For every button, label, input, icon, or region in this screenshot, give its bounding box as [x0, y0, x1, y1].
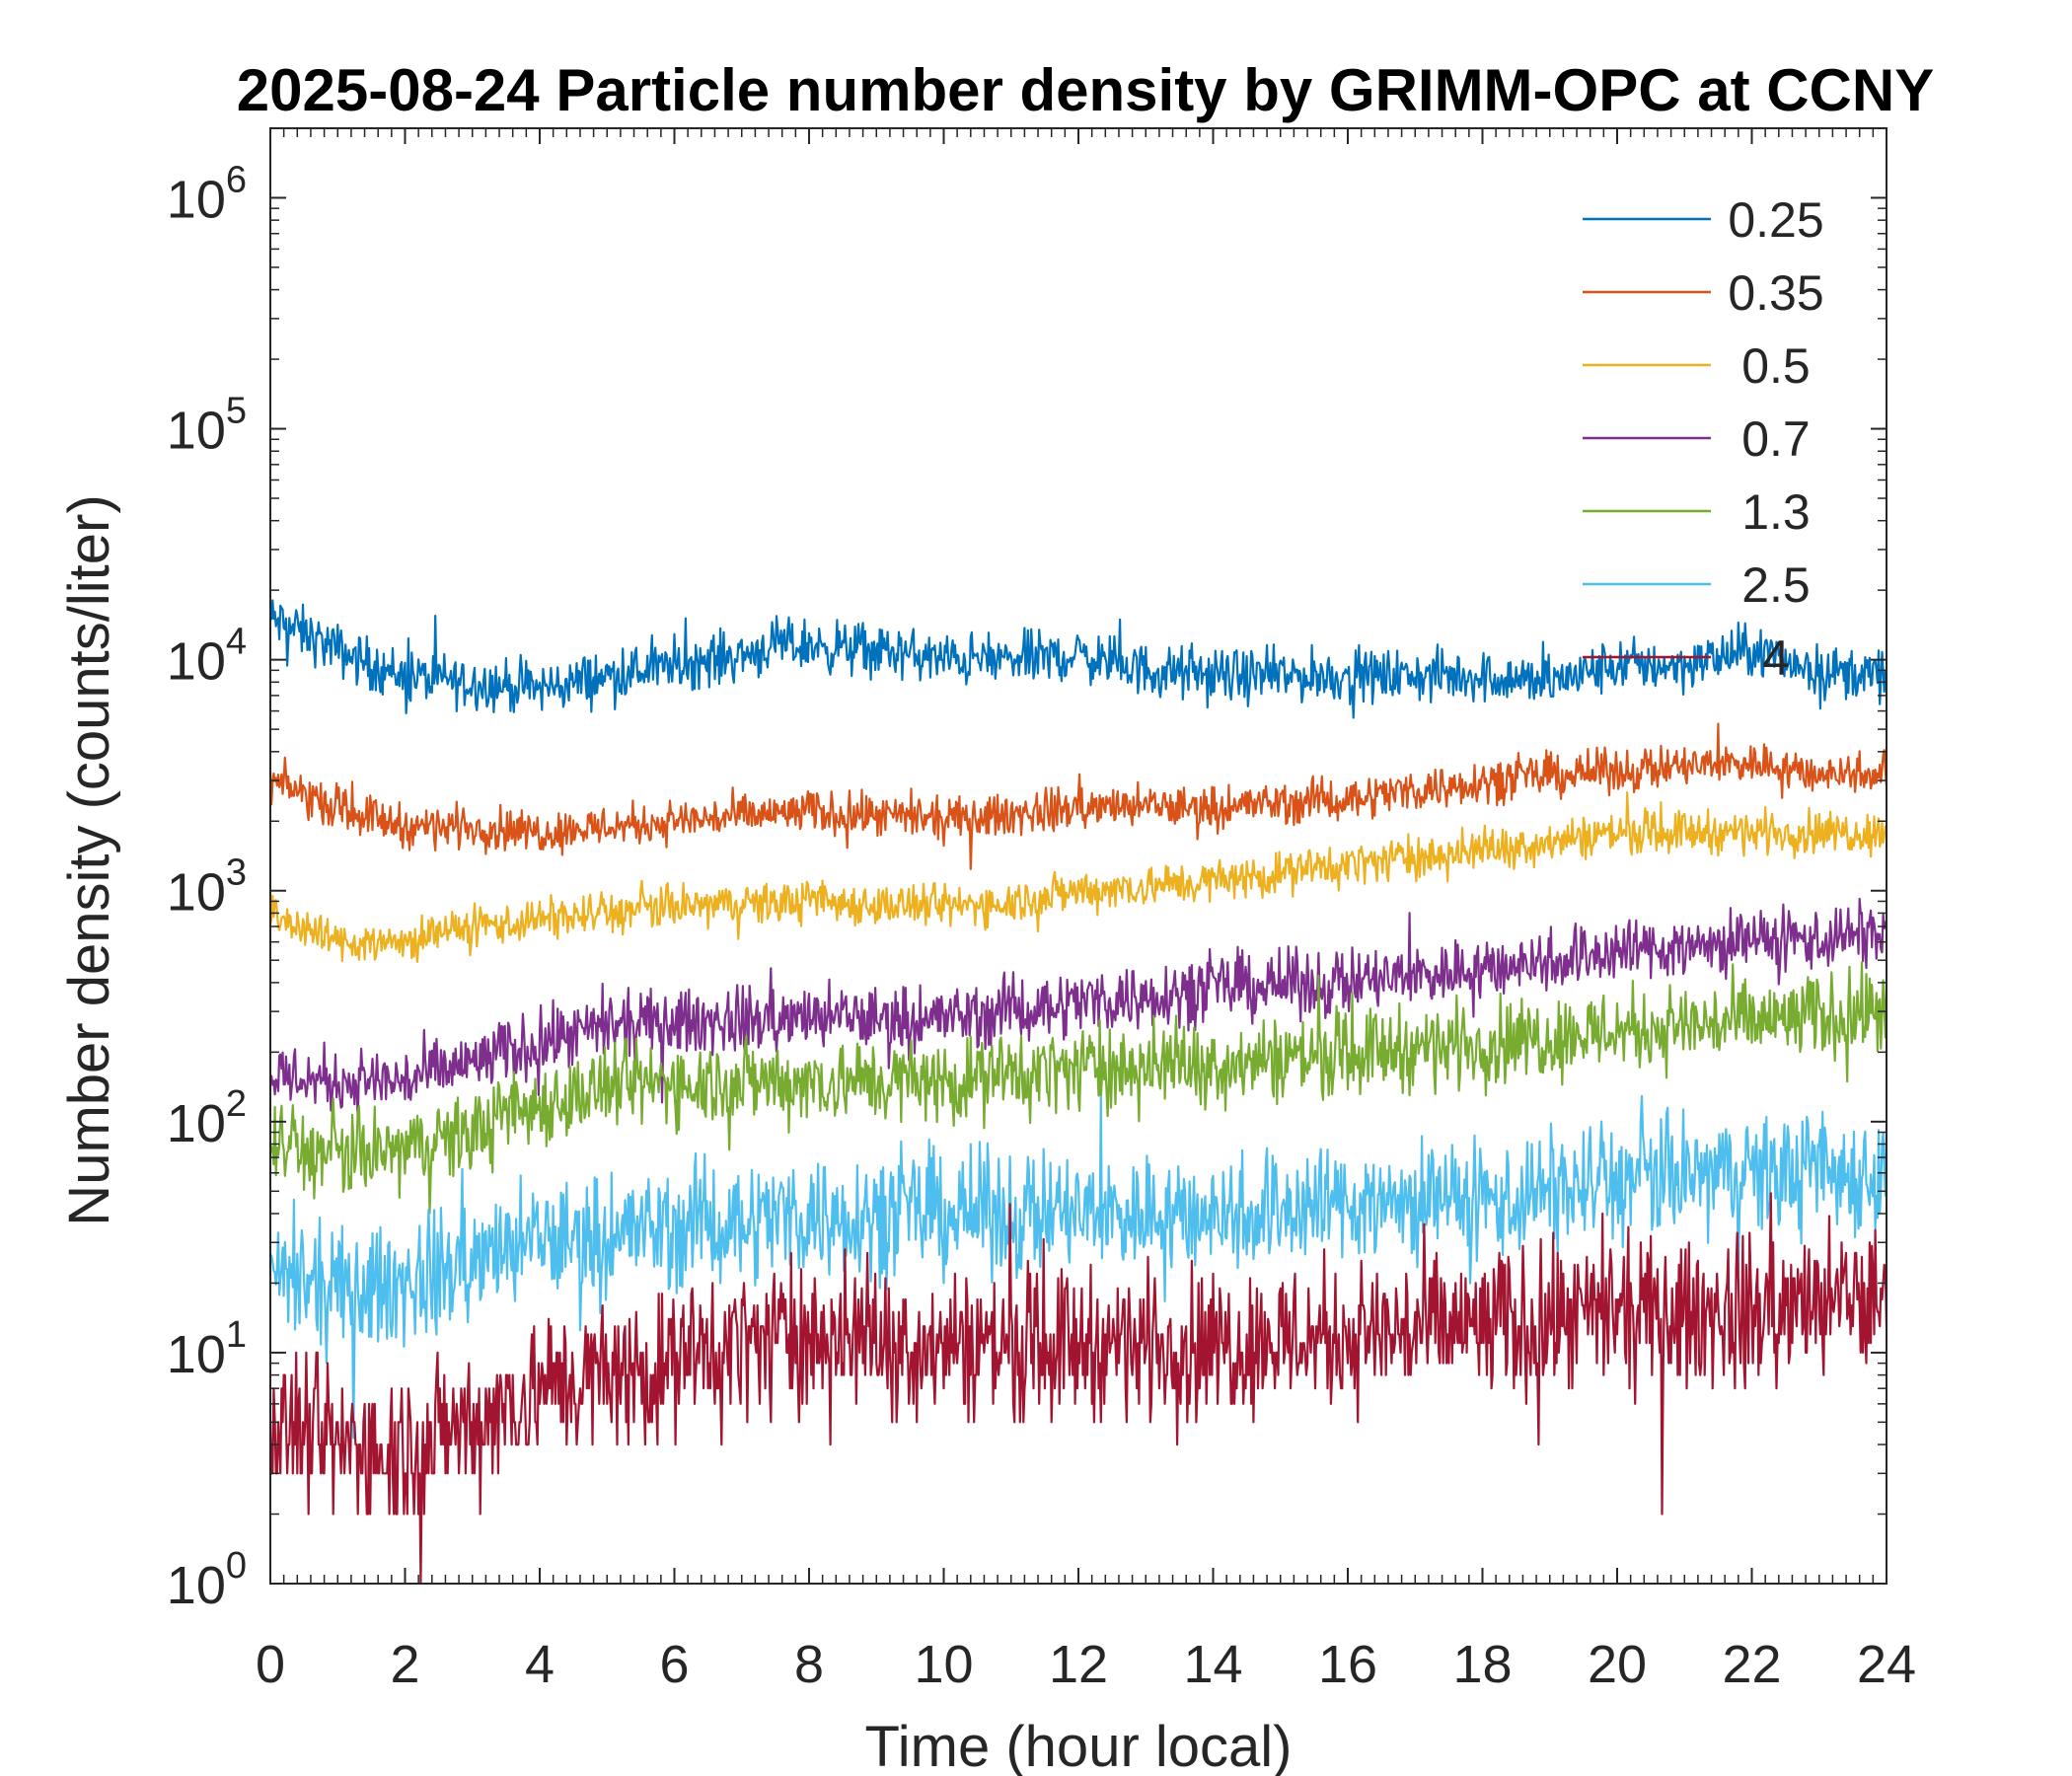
series-line-4 [270, 1192, 1887, 1584]
series-line-2.5 [270, 1094, 1887, 1440]
x-tick-label: 10 [914, 1635, 973, 1694]
series-line-0.25 [270, 599, 1887, 719]
plot-frame [269, 127, 1887, 1585]
legend-label: 1.3 [1741, 484, 1811, 540]
x-tick-labels: 0 2 4 6 8 10 12 14 16 18 20 22 24 [256, 1635, 1916, 1694]
y-tick-label: 105 [167, 391, 247, 461]
x-tick-label: 14 [1183, 1635, 1242, 1694]
y-tick-label: 106 [167, 159, 247, 229]
legend-label: 0.5 [1741, 338, 1811, 394]
y-tick-label: 100 [167, 1545, 247, 1615]
legend-label: 0.35 [1728, 265, 1823, 321]
x-tick-label: 18 [1452, 1635, 1512, 1694]
y-axis-label: Number density (counts/liter) [57, 494, 121, 1225]
chart-title: 2025-08-24 Particle number density by GR… [237, 57, 1935, 123]
x-tick-label: 16 [1318, 1635, 1377, 1694]
x-tick-label: 22 [1722, 1635, 1781, 1694]
legend: 0.25 0.35 0.5 0.7 1.3 2.5 4 [1583, 192, 1824, 686]
x-tick-label: 4 [525, 1635, 555, 1694]
series-line-0.35 [270, 722, 1887, 871]
series-line-0.5 [270, 790, 1887, 963]
minor-ticks [270, 127, 1887, 1584]
y-tick-label: 104 [167, 622, 247, 692]
x-tick-label: 8 [794, 1635, 824, 1694]
y-tick-label: 102 [167, 1083, 247, 1153]
x-tick-label: 12 [1049, 1635, 1108, 1694]
x-tick-label: 2 [390, 1635, 419, 1694]
y-tick-label: 101 [167, 1314, 247, 1384]
legend-label: 2.5 [1741, 557, 1811, 613]
x-tick-label: 24 [1857, 1635, 1916, 1694]
plot-area [269, 127, 1887, 1585]
legend-label: 0.7 [1741, 411, 1811, 467]
series-line-0.7 [270, 897, 1887, 1122]
series-lines [270, 599, 1887, 1584]
y-tick-label: 103 [167, 852, 247, 923]
x-tick-label: 20 [1588, 1635, 1647, 1694]
legend-label: 0.25 [1728, 192, 1823, 248]
y-tick-labels: 100 101 102 103 104 105 106 [167, 159, 247, 1615]
x-axis-label: Time (hour local) [865, 1715, 1293, 1776]
x-tick-label: 6 [659, 1635, 689, 1694]
x-tick-label: 0 [256, 1635, 285, 1694]
series-line-1.3 [270, 961, 1887, 1215]
legend-label: 4 [1762, 630, 1790, 686]
